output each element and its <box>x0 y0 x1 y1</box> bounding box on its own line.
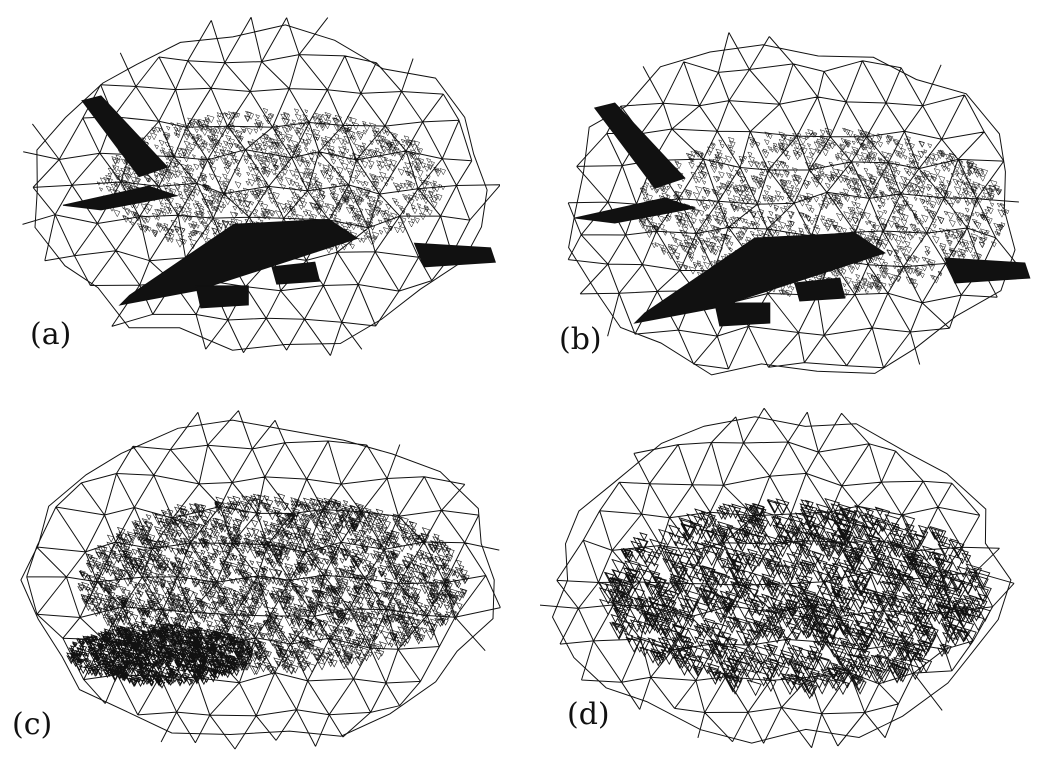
panel-b-label: (b) <box>557 322 604 357</box>
panel-d-label: (d) <box>565 697 612 732</box>
mesh-group <box>20 410 501 750</box>
mesh-group <box>22 17 500 356</box>
panel-b-mesh <box>567 32 1031 376</box>
panel-c-label: (c) <box>10 707 55 742</box>
panel-a: (a) <box>20 10 500 370</box>
panel-c: (c) <box>5 400 515 760</box>
panel-b: (b) <box>545 20 1035 400</box>
panel-d-mesh <box>540 407 1015 748</box>
mesh-group <box>567 32 1031 376</box>
panel-c-mesh <box>20 410 501 750</box>
panel-a-mesh <box>22 17 500 356</box>
panel-d: (d) <box>540 400 1020 760</box>
mesh-group <box>540 407 1015 748</box>
panel-a-label: (a) <box>28 317 74 352</box>
